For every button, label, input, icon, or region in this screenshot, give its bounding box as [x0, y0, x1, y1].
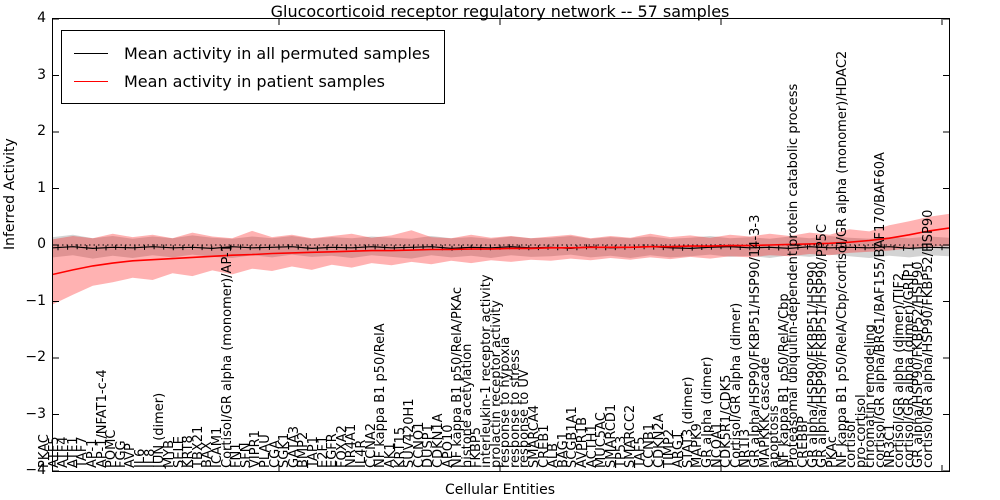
y-tick-label: 0	[37, 236, 46, 252]
legend: Mean activity in all permuted samples Me…	[61, 30, 446, 104]
x-tick-label: NF kappa B1 p50/RelA/Cbp/cortisol/GR alp…	[834, 50, 850, 468]
y-tick-label: −1	[25, 292, 46, 309]
legend-label: Mean activity in patient samples	[124, 71, 385, 91]
permuted-mean-line	[53, 246, 949, 250]
y-tick-label: −2	[25, 349, 46, 365]
axis-ticks	[53, 19, 949, 471]
chart-title: Glucocorticoid receptor regulatory netwo…	[270, 2, 730, 21]
x-tick-label: Cortisol/GR alpha (monomer)/AP-1	[219, 244, 235, 468]
y-tick-label: 3	[37, 66, 46, 83]
y-tick-label: 4	[37, 10, 46, 26]
x-tick-label: Proteasomal ubiquitin-dependent protein …	[786, 83, 802, 468]
x-tick-label: GR alpha/HSP90/FKBP51/HSP90/PP5C	[815, 224, 831, 468]
x-tick-label: cortisol/GR alpha/HSP90/FKBP52/HSP90	[921, 209, 936, 468]
patient-mean-line	[53, 227, 949, 276]
y-tick-label: −4	[25, 462, 46, 478]
y-tick-label: 2	[37, 123, 46, 139]
patient-line-swatch	[74, 80, 108, 82]
legend-entry-patient: Mean activity in patient samples	[74, 67, 430, 95]
x-tick-label: cortisol/GR alpha/BRG1/BAF155/BAF170/BAF…	[872, 152, 888, 468]
legend-label: Mean activity in all permuted samples	[124, 43, 431, 63]
y-tick-label: −3	[25, 405, 46, 422]
x-axis-label: Cellular Entities	[444, 482, 556, 498]
patient-confidence-band	[53, 213, 949, 305]
permuted-line-swatch	[74, 52, 108, 54]
plot-area	[52, 18, 950, 472]
y-tick-label: 1	[37, 179, 46, 196]
chart-canvas	[53, 19, 949, 471]
legend-entry-permuted: Mean activity in all permuted samples	[74, 39, 430, 67]
